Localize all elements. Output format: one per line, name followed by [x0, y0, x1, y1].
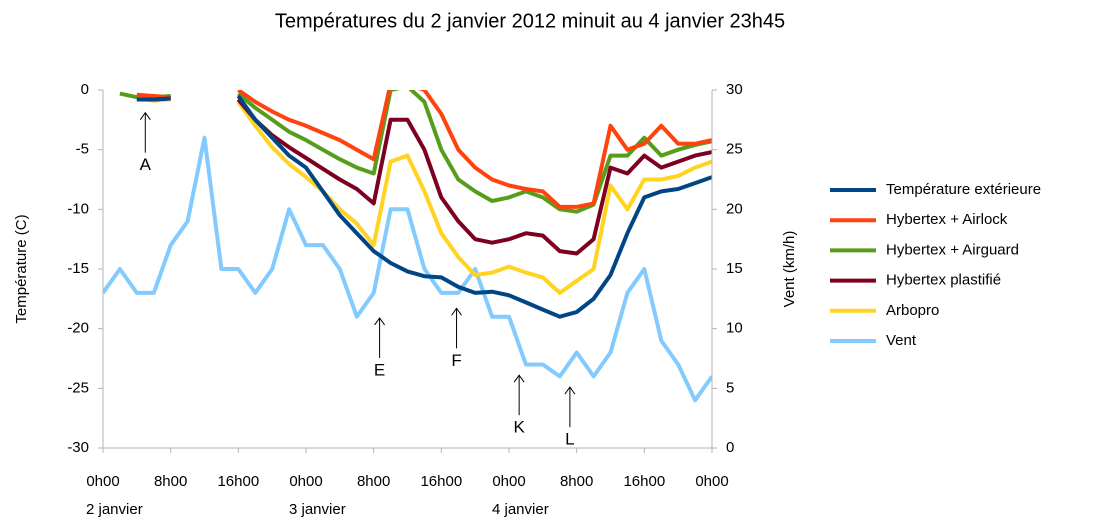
series-line — [136, 95, 712, 256]
annotation-label: K — [513, 418, 525, 437]
x-tick-label: 8h00 — [357, 473, 390, 490]
x-tick-label: 8h00 — [154, 473, 187, 490]
annotation-label: A — [140, 155, 152, 174]
y2-tick-label: 5 — [726, 379, 734, 396]
annotation-label: F — [451, 351, 461, 370]
y-tick-label: 0 — [81, 81, 89, 98]
day-label: 3 janvier — [289, 501, 346, 518]
y2-tick-label: 25 — [726, 141, 743, 158]
y-tick-label: -10 — [67, 200, 89, 217]
legend-label: Température extérieure — [886, 181, 1041, 198]
x-tick-label: 0h00 — [695, 473, 728, 490]
series-line — [136, 94, 712, 319]
y2-tick-label: 30 — [726, 81, 743, 98]
legend-label: Hybertex + Airguard — [886, 241, 1019, 258]
y-axis-title: Température (C) — [13, 214, 30, 323]
x-tick-label: 16h00 — [420, 473, 462, 490]
y-tick-label: -5 — [76, 141, 89, 158]
legend-label: Hybertex + Airlock — [886, 211, 1008, 228]
y2-axis-title: Vent (km/h) — [781, 231, 798, 308]
annotation-arrowhead — [374, 317, 385, 326]
y2-tick-label: 20 — [726, 200, 743, 217]
annotation-label: E — [374, 360, 385, 379]
chart-title: Températures du 2 janvier 2012 minuit au… — [275, 10, 785, 32]
legend-label: Hybertex plastifié — [886, 272, 1001, 289]
annotation-arrowhead — [139, 111, 151, 120]
x-tick-label: 0h00 — [289, 473, 322, 490]
y-tick-label: -15 — [67, 260, 89, 277]
day-label: 2 janvier — [86, 501, 143, 518]
y2-tick-label: 10 — [726, 320, 743, 337]
annotation-arrowhead — [513, 374, 525, 383]
x-tick-label: 8h00 — [560, 473, 593, 490]
legend-label: Arbopro — [886, 302, 939, 319]
x-tick-label: 0h00 — [86, 473, 119, 490]
plot-area — [103, 90, 712, 403]
y2-tick-label: 15 — [726, 260, 743, 277]
y-tick-label: -20 — [67, 320, 89, 337]
annotation-label: L — [565, 430, 574, 449]
legend-label: Vent — [886, 332, 917, 349]
x-tick-label: 0h00 — [492, 473, 525, 490]
series-line — [103, 135, 712, 403]
day-label: 4 janvier — [492, 501, 549, 518]
y-tick-label: -30 — [67, 439, 89, 456]
x-tick-label: 16h00 — [623, 473, 665, 490]
y2-tick-label: 0 — [726, 439, 734, 456]
annotation-arrowhead — [451, 307, 462, 316]
series-line — [119, 90, 712, 214]
x-tick-label: 16h00 — [217, 473, 259, 490]
y-tick-label: -25 — [67, 379, 89, 396]
annotation-arrowhead — [564, 386, 576, 395]
